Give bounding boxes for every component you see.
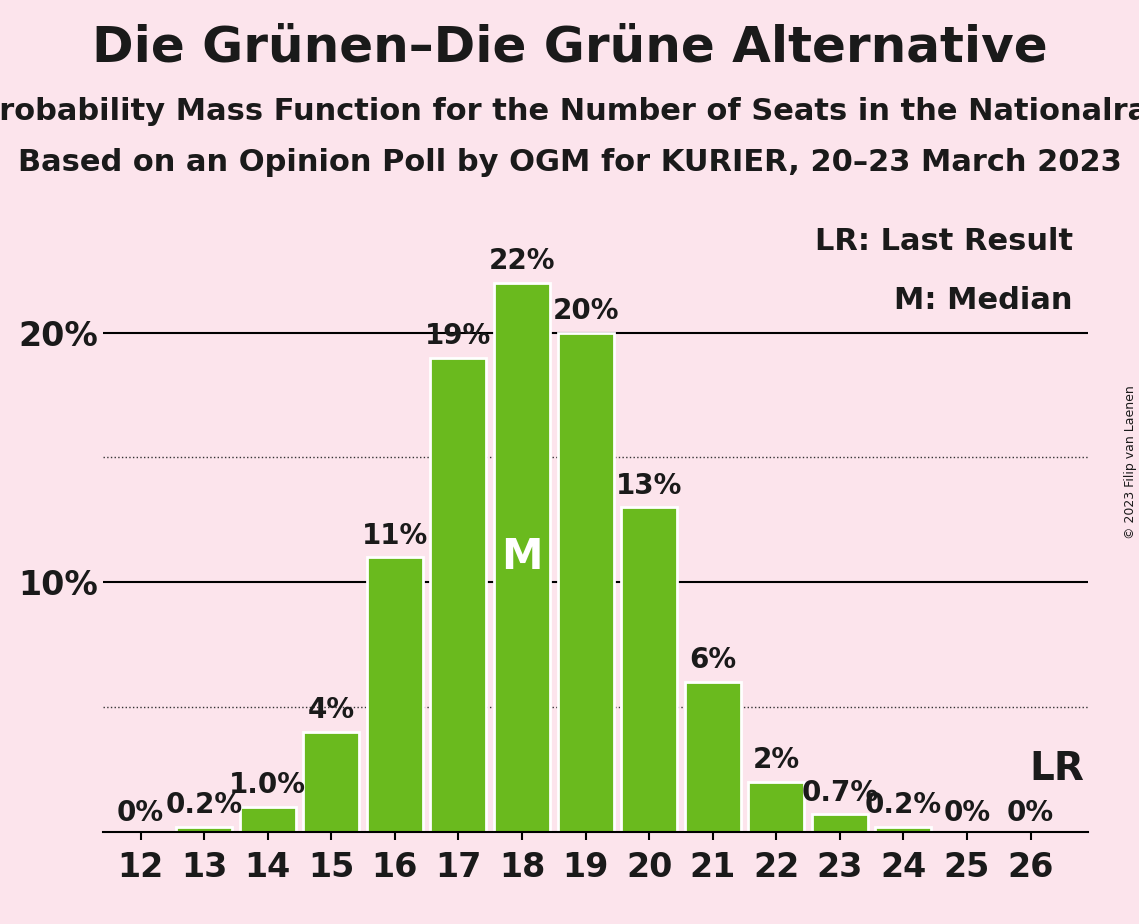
Bar <box>431 358 486 832</box>
Text: LR: LR <box>1030 750 1084 788</box>
Text: 0.7%: 0.7% <box>801 779 878 807</box>
Text: LR: Last Result: LR: Last Result <box>814 226 1073 256</box>
Text: © 2023 Filip van Laenen: © 2023 Filip van Laenen <box>1124 385 1137 539</box>
Bar <box>240 807 296 832</box>
Text: Based on an Opinion Poll by OGM for KURIER, 20–23 March 2023: Based on an Opinion Poll by OGM for KURI… <box>17 148 1122 176</box>
Text: Probability Mass Function for the Number of Seats in the Nationalrat: Probability Mass Function for the Number… <box>0 97 1139 126</box>
Bar <box>685 682 740 832</box>
Text: 0.2%: 0.2% <box>165 791 243 820</box>
Text: 19%: 19% <box>425 322 492 350</box>
Bar <box>494 283 550 832</box>
Text: 11%: 11% <box>362 522 428 550</box>
Bar <box>748 782 804 832</box>
Text: 0.2%: 0.2% <box>865 791 942 820</box>
Text: 4%: 4% <box>308 697 355 724</box>
Text: M: M <box>501 536 543 578</box>
Text: 13%: 13% <box>616 472 682 500</box>
Text: Die Grünen–Die Grüne Alternative: Die Grünen–Die Grüne Alternative <box>91 23 1048 71</box>
Bar <box>177 827 232 832</box>
Bar <box>621 507 677 832</box>
Bar <box>303 732 359 832</box>
Text: M: Median: M: Median <box>894 286 1073 315</box>
Text: 0%: 0% <box>1007 799 1054 827</box>
Bar <box>558 333 614 832</box>
Text: 1.0%: 1.0% <box>229 772 306 799</box>
Text: 6%: 6% <box>689 647 736 675</box>
Bar <box>812 814 868 832</box>
Text: 20%: 20% <box>552 298 618 325</box>
Bar <box>876 827 932 832</box>
Bar <box>367 557 423 832</box>
Text: 22%: 22% <box>489 248 556 275</box>
Text: 2%: 2% <box>753 747 800 774</box>
Text: 0%: 0% <box>117 799 164 827</box>
Text: 0%: 0% <box>943 799 991 827</box>
